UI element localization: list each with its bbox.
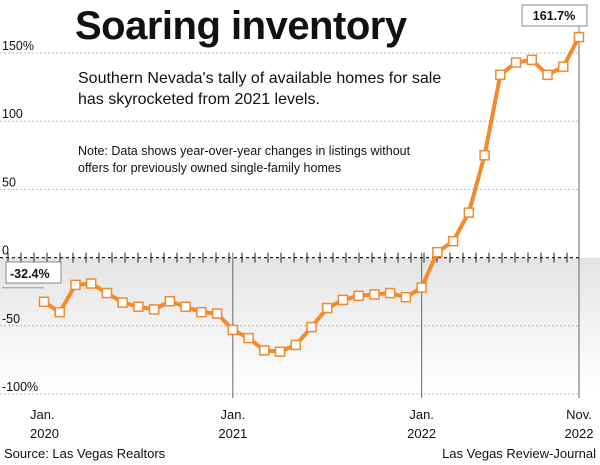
data-point bbox=[542, 69, 553, 81]
data-point bbox=[447, 235, 459, 247]
publisher-credit: Las Vegas Review-Journal bbox=[442, 446, 596, 461]
data-point bbox=[211, 308, 223, 319]
data-point bbox=[337, 294, 349, 306]
data-point bbox=[573, 31, 585, 43]
data-point bbox=[479, 150, 490, 161]
series-markers bbox=[38, 31, 585, 357]
data-point bbox=[180, 301, 191, 312]
data-point bbox=[306, 321, 317, 333]
data-point bbox=[117, 297, 128, 308]
data-point bbox=[38, 296, 50, 308]
y-tick-label: 100 bbox=[2, 107, 23, 121]
value-callouts: -32.4% 161.7% bbox=[2, 4, 588, 289]
last-value-label: 161.7% bbox=[533, 9, 575, 23]
data-point bbox=[526, 54, 538, 66]
data-point bbox=[369, 289, 380, 300]
chart-note: Note: Data shows year-over-year changes … bbox=[78, 144, 411, 175]
first-value-label: -32.4% bbox=[10, 267, 50, 281]
x-tick-year: 2020 bbox=[30, 426, 59, 441]
data-point bbox=[416, 282, 427, 293]
data-point bbox=[432, 246, 443, 258]
x-tick-year: 2022 bbox=[565, 426, 594, 441]
y-tick-label: 0 bbox=[2, 244, 9, 258]
data-point bbox=[463, 207, 475, 218]
zero-baseline-ticks bbox=[7, 252, 568, 263]
last-label-box bbox=[521, 4, 588, 27]
data-point bbox=[54, 306, 65, 318]
data-point bbox=[227, 324, 239, 336]
data-point bbox=[321, 302, 333, 314]
x-axis-tick-labels: Jan. 2020 Jan. 2021 Jan. 2022 Nov. 2022 bbox=[30, 407, 593, 441]
y-tick-label: 50 bbox=[2, 175, 16, 189]
y-tick-label: 150% bbox=[2, 39, 34, 53]
chart-title: Soaring inventory bbox=[75, 4, 407, 48]
chart-subtitle: Southern Nevada's tally of available hom… bbox=[78, 70, 442, 108]
data-point bbox=[290, 339, 302, 351]
data-point bbox=[400, 291, 412, 303]
data-point bbox=[384, 287, 396, 299]
data-point bbox=[164, 295, 176, 307]
data-point bbox=[495, 69, 506, 81]
x-tick-year: 2021 bbox=[218, 426, 247, 441]
data-point bbox=[274, 346, 286, 357]
data-point bbox=[243, 332, 254, 344]
gridlines bbox=[0, 52, 579, 395]
data-point bbox=[353, 290, 364, 302]
source-credit: Source: Las Vegas Realtors bbox=[4, 446, 166, 461]
x-tick-year: 2022 bbox=[407, 426, 436, 441]
data-point bbox=[148, 304, 160, 315]
first-label-box bbox=[5, 261, 62, 284]
data-point bbox=[558, 61, 569, 72]
data-point bbox=[133, 301, 144, 312]
data-point bbox=[101, 287, 113, 299]
x-tick-month: Jan. bbox=[409, 407, 434, 422]
data-point bbox=[259, 345, 270, 356]
x-tick-month: Jan. bbox=[30, 407, 55, 422]
x-tick-month: Nov. bbox=[566, 407, 592, 422]
y-tick-label: -50 bbox=[2, 312, 20, 326]
data-point bbox=[510, 57, 522, 68]
x-tick-month: Jan. bbox=[221, 407, 246, 422]
y-tick-label: -100% bbox=[2, 380, 38, 394]
y-axis-tick-labels: 150% 100 50 0 -50 -100% bbox=[2, 39, 38, 394]
data-point bbox=[70, 279, 81, 291]
data-point bbox=[85, 278, 97, 289]
data-point bbox=[196, 306, 207, 318]
